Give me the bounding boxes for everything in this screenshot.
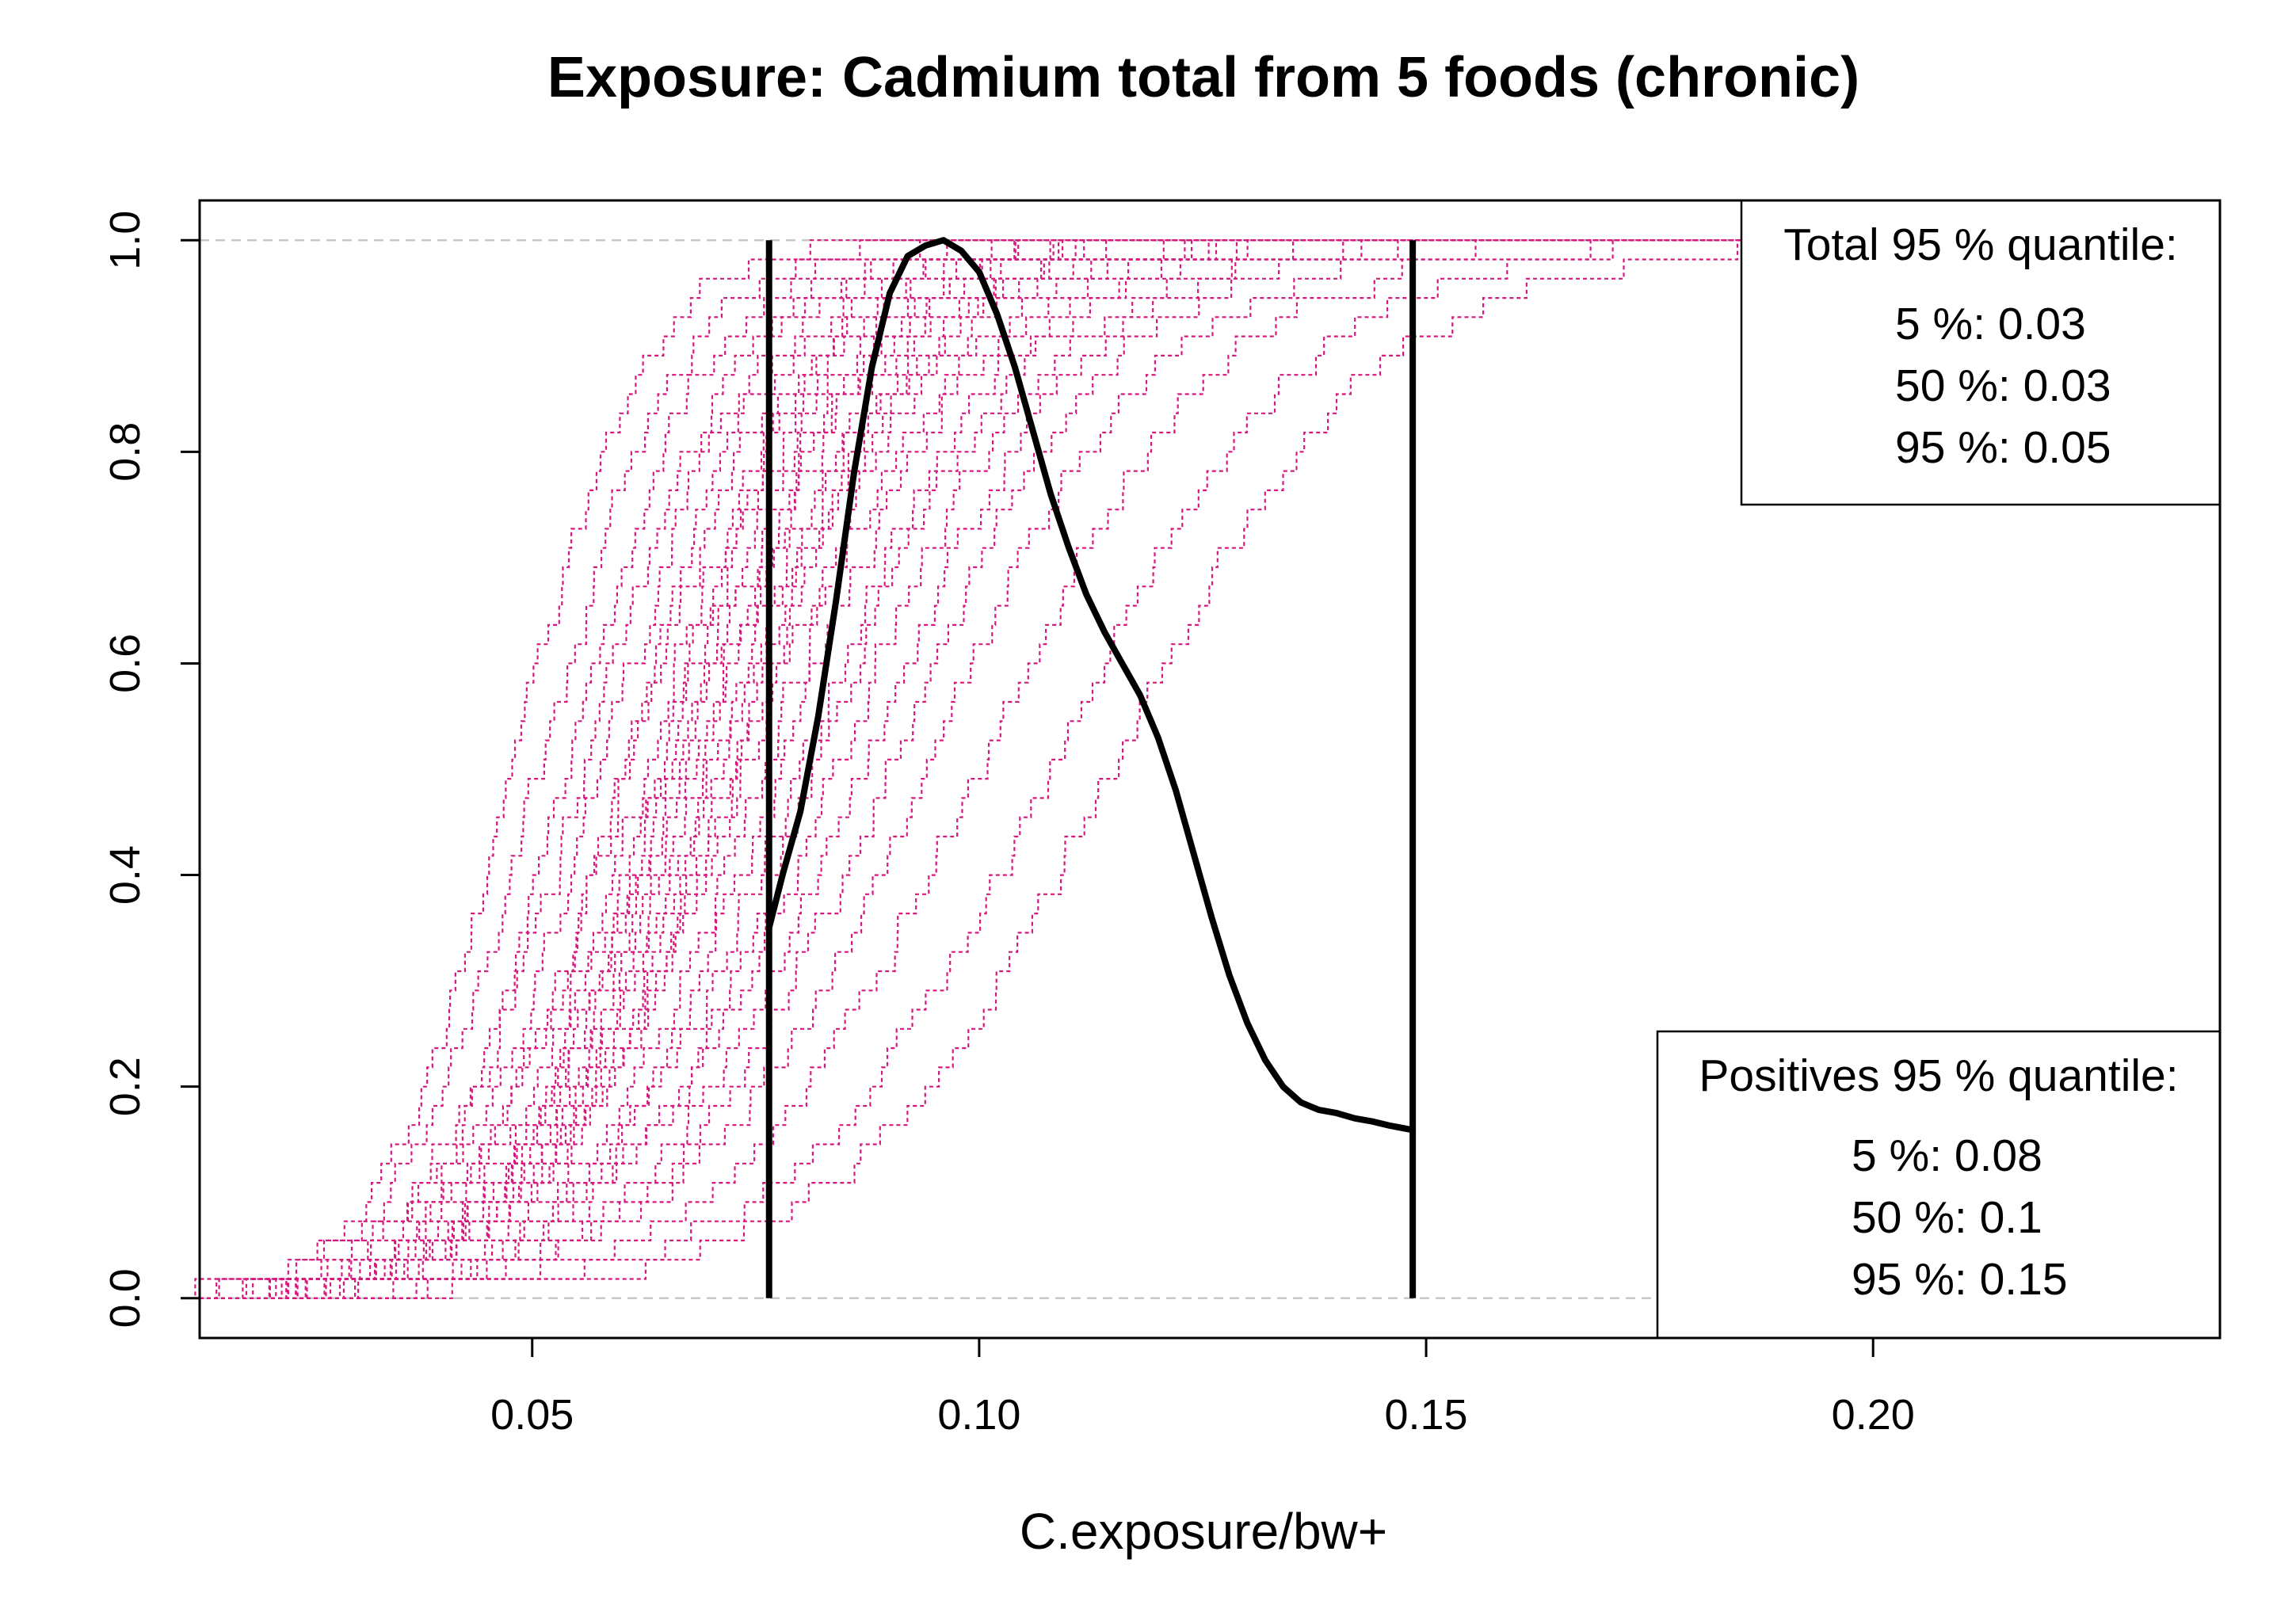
ecdf-series-line <box>200 239 2220 1299</box>
legend-total-box <box>1740 199 2222 506</box>
legend-positives-entry: 95 %: 0.15 <box>1852 1254 2068 1305</box>
ecdf-series-line <box>200 239 2220 1299</box>
ecdf-series-line <box>200 239 2220 1299</box>
y-tick-label: 0.2 <box>101 1057 149 1116</box>
ecdf-series-line <box>200 239 2220 1299</box>
y-tick-label: 1.0 <box>101 211 149 270</box>
legend-total: Total 95 % quantile: 5 %: 0.03 50 %: 0.0… <box>1740 199 2222 506</box>
x-axis-ticks: 0.05 0.10 0.15 0.20 <box>490 1338 1915 1439</box>
ecdf-series-line <box>200 239 2220 1299</box>
x-axis-label: C.exposure/bw+ <box>1020 1503 1387 1560</box>
y-tick-label: 0.6 <box>101 634 149 693</box>
ecdf-series-line <box>200 239 2220 1299</box>
ecdf-series-line <box>200 239 2220 1299</box>
y-tick-label: 0.0 <box>101 1268 149 1328</box>
ecdf-series-line <box>200 239 2220 1299</box>
y-axis-ticks: 0.0 0.2 0.4 0.6 0.8 1.0 <box>101 211 200 1328</box>
chart-title: Exposure: Cadmium total from 5 foods (ch… <box>547 46 1859 109</box>
vertical-lines <box>765 240 1417 1298</box>
y-tick-label: 0.8 <box>101 422 149 482</box>
ecdf-series-line <box>200 239 2220 1299</box>
ecdf-series-line <box>200 239 2220 1299</box>
legend-positives-entry: 50 %: 0.1 <box>1852 1192 2042 1243</box>
x-tick-label: 0.15 <box>1384 1391 1467 1439</box>
legend-total-entry: 5 %: 0.03 <box>1895 299 2086 349</box>
ecdf-series-line <box>200 239 2220 1299</box>
plot-frame <box>198 199 2222 1340</box>
ecdf-series-line <box>200 239 2220 1299</box>
legend-positives-title: Positives 95 % quantile: <box>1699 1050 2178 1101</box>
ecdf-series-line <box>200 239 2220 1299</box>
ecdf-series-line <box>200 239 2220 1299</box>
legend-total-entry: 95 %: 0.05 <box>1895 422 2111 473</box>
x-tick-label: 0.10 <box>937 1391 1020 1439</box>
ecdf-series-line <box>200 239 2220 1299</box>
x-tick-label: 0.05 <box>490 1391 574 1439</box>
ecdf-series-line <box>200 239 2220 1299</box>
ecdf-series-group <box>194 239 2220 1299</box>
legend-positives-entry: 5 %: 0.08 <box>1852 1130 2042 1181</box>
ecdf-series-line <box>200 239 2220 1299</box>
ecdf-series-line <box>200 239 2220 1299</box>
legend-positives: Positives 95 % quantile: 5 %: 0.08 50 %:… <box>1656 1030 2222 1340</box>
legend-total-title: Total 95 % quantile: <box>1783 219 2178 270</box>
legend-positives-box <box>1656 1030 2222 1340</box>
y-tick-label: 0.4 <box>101 845 149 905</box>
x-tick-label: 0.20 <box>1832 1391 1915 1439</box>
ecdf-series-line <box>200 239 2220 1299</box>
legend-total-entry: 50 %: 0.03 <box>1895 360 2111 411</box>
density-curve <box>765 237 1417 1134</box>
ecdf-series-line <box>200 239 2220 1299</box>
